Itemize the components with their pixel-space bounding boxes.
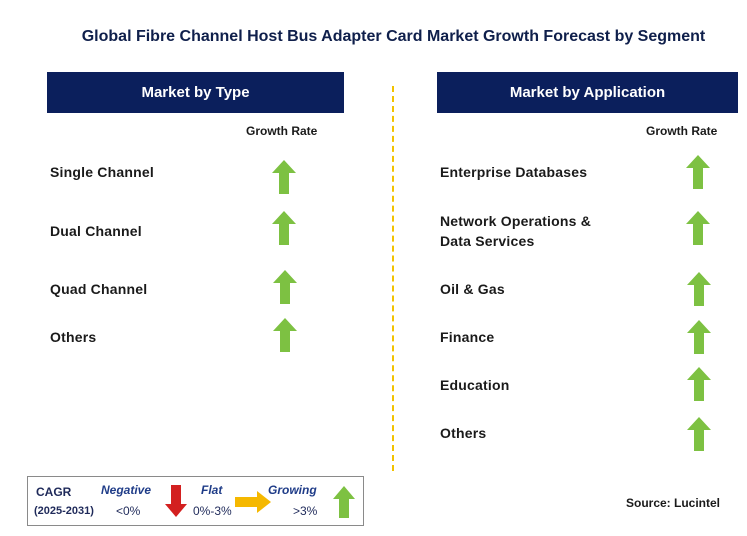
growth-rate-label-left: Growth Rate — [246, 124, 318, 138]
type-item-single-channel: Single Channel — [50, 164, 154, 180]
application-item-network-operations: Network Operations & Data Services — [440, 211, 591, 251]
legend-years: (2025-2031) — [34, 505, 94, 517]
source-note: Source: Lucintel — [626, 496, 721, 510]
application-item-label: Oil & Gas — [440, 281, 505, 297]
application-item-enterprise-databases: Enterprise Databases — [440, 162, 587, 182]
market-by-type-header-label: Market by Type — [141, 84, 250, 101]
application-item-oil-gas: Oil & Gas — [440, 279, 505, 299]
legend-cagr-label: CAGR — [36, 485, 72, 499]
legend-flat-label: Flat — [201, 483, 223, 497]
market-by-application-header: Market by Application — [437, 72, 738, 113]
legend-negative-range: <0% — [116, 504, 141, 518]
type-item-dual-channel: Dual Channel — [50, 223, 142, 239]
growth-up-arrow-icon — [687, 417, 711, 451]
application-item-label-line1: Network Operations & — [440, 213, 592, 229]
growth-up-arrow-icon — [272, 160, 296, 194]
legend-growing-label: Growing — [268, 483, 317, 497]
growth-rate-label-right: Growth Rate — [646, 124, 718, 138]
market-by-type-header: Market by Type — [47, 72, 344, 113]
application-item-label: Finance — [440, 329, 495, 345]
growing-up-arrow-icon — [333, 486, 355, 518]
application-item-finance: Finance — [440, 327, 494, 347]
chart-title: Global Fibre Channel Host Bus Adapter Ca… — [81, 28, 706, 45]
market-by-application-header-label: Market by Application — [509, 84, 666, 101]
application-item-others: Others — [440, 423, 486, 443]
growth-up-arrow-icon — [687, 320, 711, 354]
application-item-label: Others — [440, 425, 487, 441]
flat-right-arrow-icon — [235, 491, 271, 513]
application-item-label: Education — [440, 377, 510, 393]
growth-up-arrow-icon — [273, 270, 297, 304]
growth-up-arrow-icon — [273, 318, 297, 352]
legend-flat-range: 0%-3% — [193, 504, 232, 518]
application-item-label: Enterprise Databases — [440, 164, 588, 180]
panel-divider — [392, 86, 394, 471]
legend-growing-range: >3% — [293, 504, 318, 518]
application-item-education: Education — [440, 375, 509, 395]
growth-up-arrow-icon — [687, 367, 711, 401]
growth-up-arrow-icon — [272, 211, 296, 245]
type-item-others: Others — [50, 329, 97, 345]
growth-up-arrow-icon — [686, 211, 710, 245]
negative-down-arrow-icon — [165, 485, 187, 517]
application-item-label-line2: Data Services — [440, 233, 535, 249]
legend-negative-label: Negative — [101, 483, 152, 497]
cagr-legend: CAGR (2025-2031) Negative <0% Flat 0%-3%… — [27, 476, 364, 526]
growth-up-arrow-icon — [686, 155, 710, 189]
type-item-quad-channel: Quad Channel — [50, 281, 148, 297]
growth-up-arrow-icon — [687, 272, 711, 306]
